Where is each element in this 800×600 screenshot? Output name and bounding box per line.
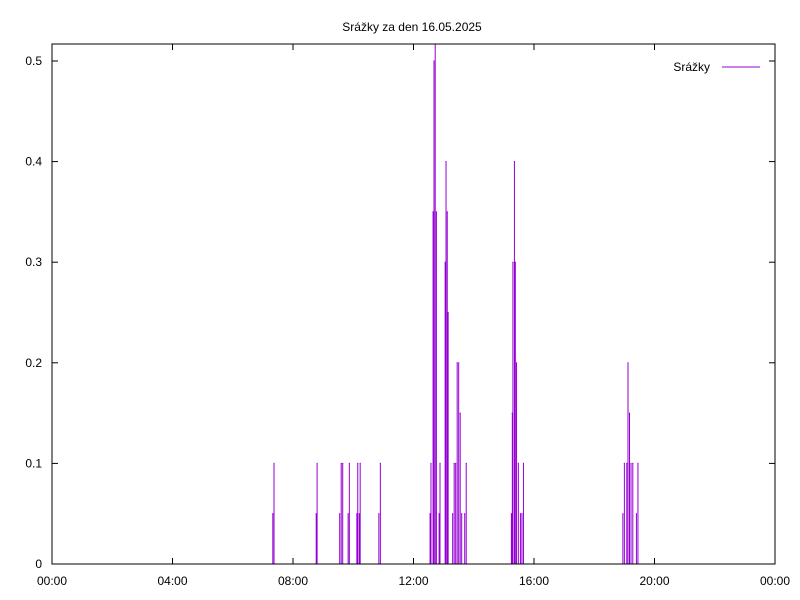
data-point bbox=[510, 513, 513, 515]
data-point bbox=[627, 362, 629, 364]
y-tick-label: 0.4 bbox=[25, 155, 42, 169]
data-point bbox=[512, 261, 514, 263]
x-tick-label: 16:00 bbox=[519, 574, 549, 588]
y-tick-label: 0.2 bbox=[25, 356, 42, 370]
x-tick-label: 00:00 bbox=[760, 574, 790, 588]
data-point bbox=[447, 311, 449, 314]
series-layer bbox=[52, 10, 775, 564]
data-point bbox=[429, 513, 431, 515]
data-point bbox=[432, 211, 434, 213]
data-point bbox=[339, 513, 341, 515]
data-point bbox=[637, 462, 639, 464]
y-tick-label: 0 bbox=[35, 557, 42, 571]
data-point bbox=[622, 513, 624, 515]
data-point bbox=[628, 412, 631, 414]
x-tick-label: 00:00 bbox=[37, 574, 67, 588]
data-point bbox=[626, 462, 628, 464]
data-point bbox=[446, 211, 448, 213]
series-line bbox=[52, 44, 775, 564]
data-point bbox=[522, 462, 525, 464]
chart-title: Srážky za den 16.05.2025 bbox=[342, 20, 482, 34]
data-point bbox=[357, 462, 359, 464]
data-point bbox=[439, 462, 441, 464]
data-point bbox=[315, 513, 317, 515]
data-point bbox=[340, 462, 342, 464]
data-point bbox=[444, 261, 446, 263]
data-point bbox=[342, 462, 344, 464]
plot-frame bbox=[51, 43, 776, 565]
data-point bbox=[316, 462, 318, 464]
data-point bbox=[378, 513, 380, 515]
data-point bbox=[453, 462, 455, 464]
data-point bbox=[513, 161, 516, 163]
data-point bbox=[461, 513, 463, 515]
data-point bbox=[438, 513, 440, 515]
data-point bbox=[435, 10, 436, 11]
x-tick-label: 08:00 bbox=[278, 574, 308, 588]
data-point bbox=[519, 513, 522, 515]
x-tick-label: 12:00 bbox=[398, 574, 428, 588]
data-point bbox=[517, 462, 519, 464]
data-point bbox=[632, 462, 634, 464]
data-point bbox=[359, 462, 361, 464]
data-point bbox=[452, 513, 454, 515]
x-tick-label: 04:00 bbox=[157, 574, 187, 588]
data-point bbox=[514, 261, 516, 263]
data-point bbox=[630, 462, 632, 464]
data-point bbox=[464, 513, 466, 515]
y-tick-label: 0.1 bbox=[25, 456, 42, 470]
axis-ticks: 00:00 04:00 08:00 12:00 16:00 20:00 00:00 0 0.1 0… bbox=[25, 44, 790, 588]
data-point bbox=[347, 513, 349, 515]
data-point bbox=[511, 412, 513, 414]
data-point bbox=[433, 60, 435, 62]
data-point bbox=[515, 362, 518, 364]
data-point bbox=[379, 462, 381, 464]
data-point bbox=[358, 513, 360, 515]
data-point bbox=[456, 362, 458, 364]
data-point bbox=[623, 462, 625, 464]
data-point bbox=[435, 211, 437, 213]
data-point bbox=[430, 462, 432, 464]
data-point bbox=[445, 161, 447, 163]
data-point bbox=[635, 513, 638, 515]
data-point bbox=[455, 462, 457, 464]
x-tick-label: 20:00 bbox=[639, 574, 669, 588]
y-tick-label: 0.5 bbox=[25, 54, 42, 68]
data-point bbox=[458, 362, 460, 364]
data-point bbox=[459, 412, 461, 414]
data-point bbox=[348, 462, 350, 464]
data-point bbox=[521, 513, 523, 515]
data-point bbox=[273, 462, 275, 464]
data-point bbox=[465, 462, 467, 464]
legend: Srážky bbox=[673, 60, 760, 74]
y-tick-label: 0.3 bbox=[25, 255, 42, 269]
legend-label: Srážky bbox=[673, 60, 710, 74]
data-point bbox=[272, 513, 274, 515]
data-point bbox=[356, 513, 358, 515]
